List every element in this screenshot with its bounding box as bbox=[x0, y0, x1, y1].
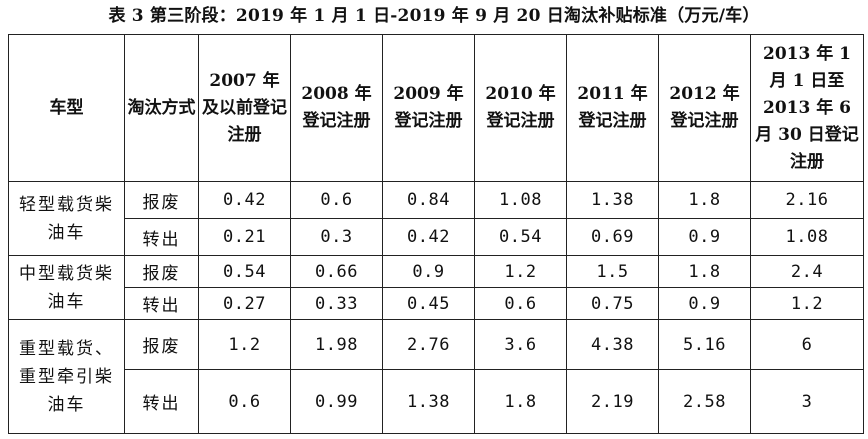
header-2007: 2007 年及以前登记注册 bbox=[198, 34, 291, 182]
method-cell: 报废 bbox=[124, 255, 199, 288]
value-cell: 3.6 bbox=[474, 319, 567, 370]
value-cell: 0.3 bbox=[290, 218, 383, 256]
header-vehicle-type: 车型 bbox=[8, 34, 125, 182]
value-cell: 0.42 bbox=[198, 181, 291, 219]
table-row: 中型载货柴油车 报废 0.54 0.66 0.9 1.2 1.5 1.8 2.4 bbox=[8, 255, 864, 320]
value-cell: 1.98 bbox=[290, 319, 383, 370]
value-cell: 3 bbox=[750, 369, 864, 434]
value-cell: 1.08 bbox=[750, 218, 864, 256]
value-cell: 0.54 bbox=[198, 255, 291, 288]
value-cell: 0.9 bbox=[382, 255, 475, 288]
value-cell: 0.27 bbox=[198, 287, 291, 320]
table-row: 重型载货、重型牵引柴油车 报废 1.2 1.98 2.76 3.6 4.38 5… bbox=[8, 319, 864, 434]
value-cell: 2.4 bbox=[750, 255, 864, 288]
value-cell: 2.76 bbox=[382, 319, 475, 370]
value-cell: 2.16 bbox=[750, 181, 864, 219]
value-cell: 0.6 bbox=[474, 287, 567, 320]
header-2011: 2011 年登记注册 bbox=[566, 34, 659, 182]
value-cell: 4.38 bbox=[566, 319, 659, 370]
header-row: 车型 淘汰方式 2007 年及以前登记注册 2008 年登记注册 2009 年登… bbox=[8, 34, 864, 182]
vehicle-type-cell: 重型载货、重型牵引柴油车 bbox=[8, 319, 125, 434]
value-cell: 0.42 bbox=[382, 218, 475, 256]
value-cell: 0.75 bbox=[566, 287, 659, 320]
header-method: 淘汰方式 bbox=[124, 34, 199, 182]
table-row: 转出 0.6 0.99 1.38 1.8 2.19 2.58 3 bbox=[9, 369, 864, 434]
header-2010: 2010 年登记注册 bbox=[474, 34, 567, 182]
value-cell: 0.54 bbox=[474, 218, 567, 256]
value-cell: 1.5 bbox=[566, 255, 659, 288]
value-cell: 0.6 bbox=[198, 369, 291, 434]
value-cell: 1.8 bbox=[658, 255, 751, 288]
method-cell: 报废 bbox=[124, 181, 199, 219]
value-cell: 0.9 bbox=[658, 287, 751, 320]
header-2012: 2012 年登记注册 bbox=[658, 34, 751, 182]
value-cell: 1.2 bbox=[750, 287, 864, 320]
value-cell: 1.08 bbox=[474, 181, 567, 219]
value-cell: 0.9 bbox=[658, 218, 751, 256]
vehicle-type-cell: 轻型载货柴油车 bbox=[8, 181, 125, 256]
value-cell: 1.2 bbox=[474, 255, 567, 288]
method-cell: 转出 bbox=[124, 369, 199, 434]
method-cell: 转出 bbox=[124, 287, 199, 320]
value-cell: 0.99 bbox=[290, 369, 383, 434]
value-cell: 5.16 bbox=[658, 319, 751, 370]
value-cell: 0.45 bbox=[382, 287, 475, 320]
value-cell: 1.38 bbox=[566, 181, 659, 219]
value-cell: 0.33 bbox=[290, 287, 383, 320]
value-cell: 1.8 bbox=[658, 181, 751, 219]
method-cell: 报废 bbox=[124, 319, 199, 370]
value-cell: 0.21 bbox=[198, 218, 291, 256]
header-2008: 2008 年登记注册 bbox=[290, 34, 383, 182]
table-row: 轻型载货柴油车 报废 0.42 0.6 0.84 1.08 1.38 1.8 2… bbox=[8, 181, 864, 256]
value-cell: 2.19 bbox=[566, 369, 659, 434]
value-cell: 0.66 bbox=[290, 255, 383, 288]
value-cell: 2.58 bbox=[658, 369, 751, 434]
value-cell: 1.2 bbox=[198, 319, 291, 370]
value-cell: 1.38 bbox=[382, 369, 475, 434]
value-cell: 0.84 bbox=[382, 181, 475, 219]
table-row: 转出 0.21 0.3 0.42 0.54 0.69 0.9 1.08 bbox=[9, 218, 864, 256]
table-caption: 表 3 第三阶段：2019 年 1 月 1 日-2019 年 9 月 20 日淘… bbox=[108, 6, 760, 26]
vehicle-type-cell: 中型载货柴油车 bbox=[8, 255, 125, 320]
value-cell: 0.69 bbox=[566, 218, 659, 256]
table-row: 转出 0.27 0.33 0.45 0.6 0.75 0.9 1.2 bbox=[9, 287, 864, 320]
header-2013: 2013 年 1 月 1 日至 2013 年 6 月 30 日登记注册 bbox=[750, 34, 864, 182]
header-2009: 2009 年登记注册 bbox=[382, 34, 475, 182]
value-cell: 1.8 bbox=[474, 369, 567, 434]
value-cell: 6 bbox=[750, 319, 864, 370]
method-cell: 转出 bbox=[124, 218, 199, 256]
value-cell: 0.6 bbox=[290, 181, 383, 219]
subsidy-table: 车型 淘汰方式 2007 年及以前登记注册 2008 年登记注册 2009 年登… bbox=[8, 34, 864, 434]
